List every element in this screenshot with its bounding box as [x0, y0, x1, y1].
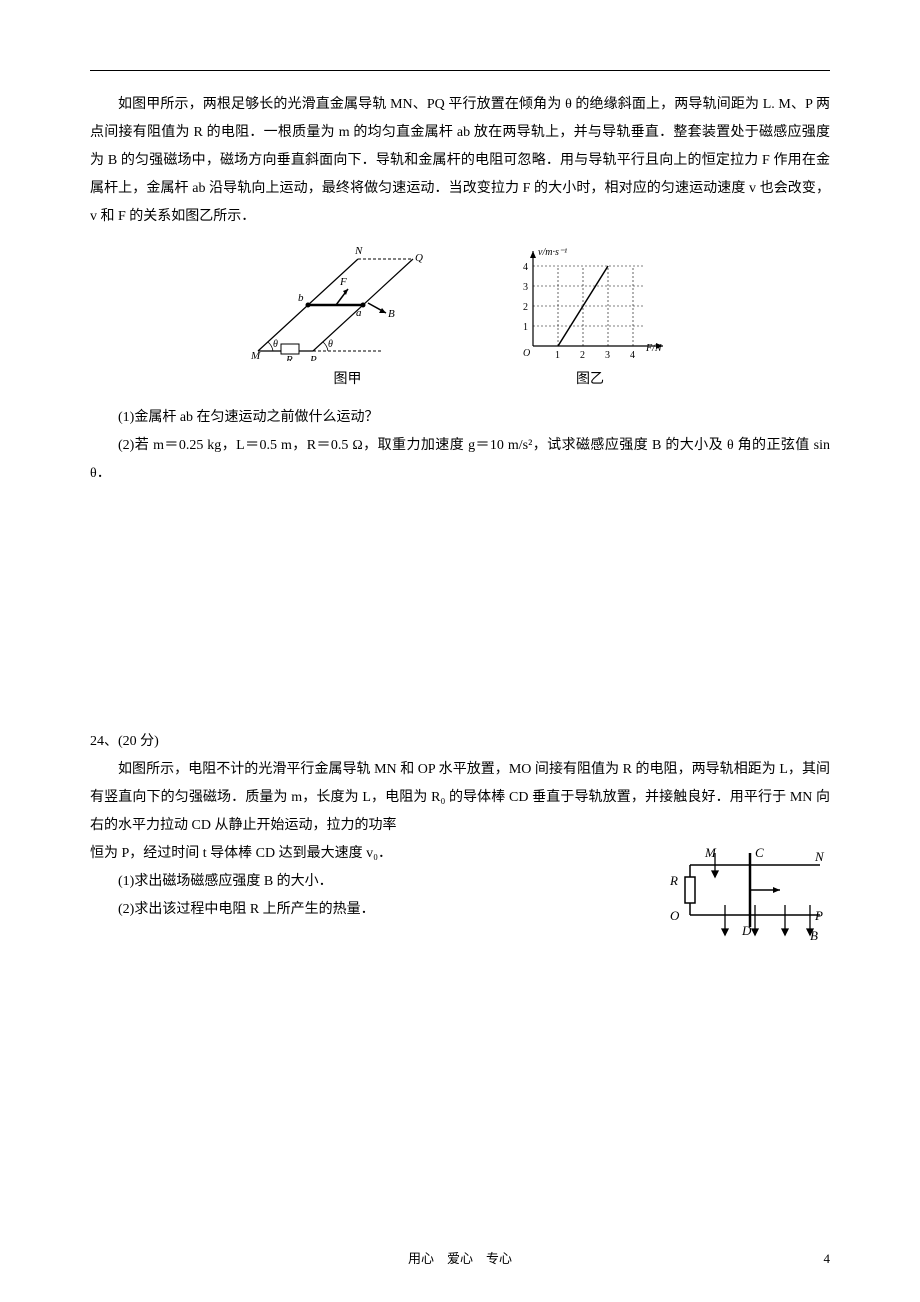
q24-heading: 24、(20 分) — [90, 728, 830, 756]
fig2-y1: 1 — [523, 322, 528, 333]
q23-fig1-svg: N Q M R P b a F B θ θ — [248, 241, 448, 361]
q23-sub2-line1: (2)若 m＝0.25 kg，L＝0.5 m，R＝0.5 Ω，取重力加速度 g＝… — [90, 432, 830, 488]
fig1-label-theta2: θ — [328, 339, 333, 350]
fig1-label-b: b — [298, 292, 304, 304]
q23-fig2-block: 1 2 3 4 1 2 3 4 v/m·s⁻¹ F/N O 图乙 — [508, 241, 673, 394]
page-number: 4 — [824, 1246, 831, 1272]
q24-fig-D: D — [741, 923, 752, 938]
fig2-origin: O — [523, 348, 530, 359]
q24-fig-M: M — [704, 845, 717, 860]
q23-fig1-block: N Q M R P b a F B θ θ 图甲 — [248, 241, 448, 394]
q24-fig-N: N — [814, 849, 825, 864]
fig2-x1: 1 — [555, 350, 560, 361]
fig1-label-a: a — [356, 307, 362, 319]
fig2-x4: 4 — [630, 350, 635, 361]
fig2-y3: 3 — [523, 282, 528, 293]
fig1-label-F: F — [339, 276, 347, 288]
vertical-gap — [90, 488, 830, 728]
fig1-label-M: M — [250, 350, 261, 361]
fig1-label-theta1: θ — [273, 339, 278, 350]
q24-fig-P: P — [814, 908, 823, 923]
q24-fig-B: B — [810, 928, 818, 943]
fig2-x3: 3 — [605, 350, 610, 361]
q24-fig-R: R — [669, 873, 678, 888]
q24-figure: M N O P C D R B — [660, 835, 830, 961]
q24-fig-C: C — [755, 845, 764, 860]
fig1-label-P: P — [309, 354, 317, 361]
horizontal-rule — [90, 70, 830, 71]
fig1-label-B: B — [388, 308, 395, 320]
q23-fig2-caption: 图乙 — [576, 366, 604, 394]
q23-sub2-text: (2)若 m＝0.25 kg，L＝0.5 m，R＝0.5 Ω，取重力加速度 g＝… — [90, 438, 830, 481]
fig1-label-R: R — [285, 354, 293, 361]
q23-text: 如图甲所示，两根足够长的光滑直金属导轨 MN、PQ 平行放置在倾角为 θ 的绝缘… — [90, 97, 830, 224]
fig2-x2: 2 — [580, 350, 585, 361]
q23-sub1: (1)金属杆 ab 在匀速运动之前做什么运动？ — [90, 404, 830, 432]
fig2-y4: 4 — [523, 262, 528, 273]
q24-body: 如图所示，电阻不计的光滑平行金属导轨 MN 和 OP 水平放置，MO 间接有阻值… — [90, 756, 830, 961]
q23-para1: 如图甲所示，两根足够长的光滑直金属导轨 MN、PQ 平行放置在倾角为 θ 的绝缘… — [90, 91, 830, 231]
q23-figures: N Q M R P b a F B θ θ 图甲 — [90, 241, 830, 394]
q23-fig2-svg: 1 2 3 4 1 2 3 4 v/m·s⁻¹ F/N O — [508, 241, 673, 361]
fig1-label-N: N — [354, 245, 363, 257]
footer-text: 用心 爱心 专心 — [0, 1246, 920, 1272]
q24-fig-O: O — [670, 908, 680, 923]
fig2-ylabel: v/m·s⁻¹ — [538, 247, 567, 258]
fig1-label-Q: Q — [415, 252, 423, 264]
q24-fig-svg: M N O P C D R B — [660, 835, 830, 950]
q24-para1: 如图所示，电阻不计的光滑平行金属导轨 MN 和 OP 水平放置，MO 间接有阻值… — [90, 756, 830, 840]
q23-fig1-caption: 图甲 — [334, 366, 362, 394]
fig2-y2: 2 — [523, 302, 528, 313]
fig2-xlabel: F/N — [645, 343, 663, 354]
